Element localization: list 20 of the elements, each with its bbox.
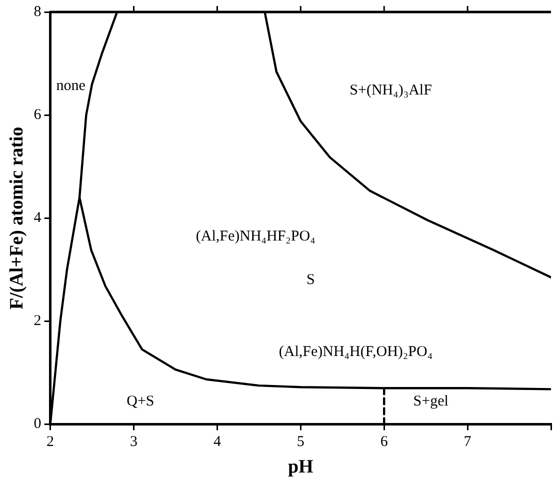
annotation: S+(NH₄)₃AlF <box>350 82 432 98</box>
annotation: S+gel <box>413 393 448 410</box>
x-tick-label: 3 <box>130 434 138 450</box>
y-tick-label: 8 <box>34 4 42 20</box>
y-tick-label: 0 <box>34 416 42 432</box>
y-tick-label: 2 <box>34 313 42 330</box>
x-tick-label: 6 <box>380 434 388 450</box>
y-axis-title: F/(Al+Fe) atomic ratio <box>6 126 28 310</box>
x-axis-title: pH <box>288 456 314 478</box>
y-tick-label: 6 <box>34 106 42 123</box>
x-tick-label: 4 <box>213 434 222 450</box>
annotation: Q+S <box>126 393 154 410</box>
annotation: S <box>306 272 315 288</box>
x-tick-label: 5 <box>296 434 304 450</box>
x-tick-label: 7 <box>464 434 472 450</box>
annotation: (Al,Fe)NH₄HF₂PO₄ <box>196 228 316 245</box>
x-tick-label: 2 <box>46 434 54 450</box>
y-tick-label: 4 <box>34 210 42 226</box>
annotation: none <box>56 78 86 94</box>
annotation: (Al,Fe)NH₄H(F,OH)₂PO₄ <box>278 344 433 360</box>
